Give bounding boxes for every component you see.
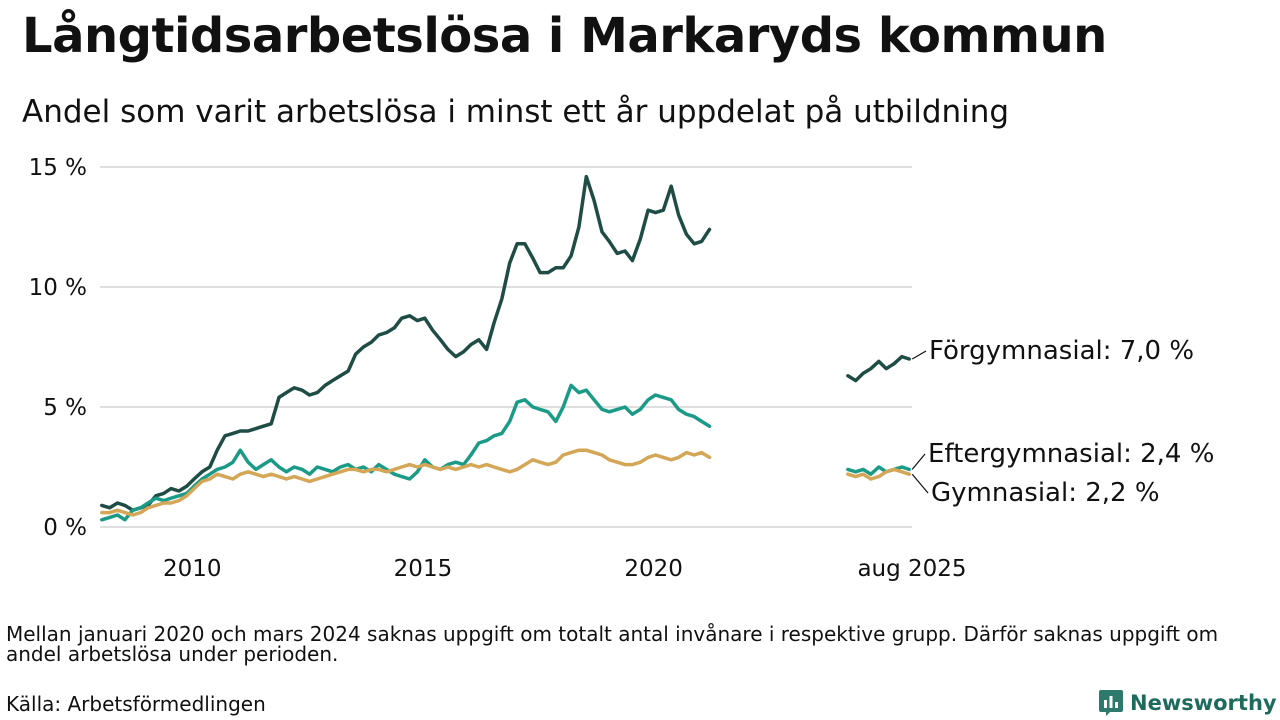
y-tick-label: 10 % xyxy=(29,275,87,301)
end-label-gymnasial: Gymnasial: 2,2 % xyxy=(931,478,1160,508)
end-label-leader-gymnasial xyxy=(911,473,929,494)
y-axis-tick-labels: 0 % 5 % 10 % 15 % xyxy=(29,155,87,541)
y-tick-label: 5 % xyxy=(43,395,87,421)
line-chart: 0 % 5 % 10 % 15 % 2010 2015 2020 aug 2025 Förg… xyxy=(29,155,1215,582)
series-line-gymnasial-segment-2 xyxy=(846,467,911,481)
x-axis-tick-labels: 2010 2015 2020 aug 2025 xyxy=(163,556,967,582)
x-tick-label: aug 2025 xyxy=(857,556,966,582)
gridlines xyxy=(100,166,912,528)
series-line-forgymnasial-segment-2 xyxy=(846,354,911,383)
brand-name: Newsworthy xyxy=(1130,691,1277,715)
brand-logo: Newsworthy xyxy=(1098,688,1277,718)
newsworthy-bar-chart-icon xyxy=(1099,690,1123,716)
end-label-eftergymnasial: Eftergymnasial: 2,4 % xyxy=(928,439,1214,469)
end-label-leader-forgymnasial xyxy=(911,350,927,360)
series-lines xyxy=(100,174,911,522)
series-line-gymnasial-segment-1 xyxy=(100,448,712,517)
y-tick-label: 15 % xyxy=(29,155,87,181)
x-tick-label: 2015 xyxy=(394,556,453,582)
series-line-eftergymnasial-segment-1 xyxy=(100,383,712,522)
chart-subtitle: Andel som varit arbetslösa i minst ett å… xyxy=(22,94,1010,130)
x-tick-label: 2020 xyxy=(624,556,683,582)
chart-title: Långtidsarbetslösa i Markaryds kommun xyxy=(22,8,1107,64)
series-end-labels: Förgymnasial: 7,0 % Eftergymnasial: 2,4 %… xyxy=(911,336,1214,508)
series-line-forgymnasial-segment-1 xyxy=(100,174,712,512)
end-label-leader-eftergymnasial xyxy=(911,453,926,470)
y-tick-label: 0 % xyxy=(43,515,87,541)
end-label-forgymnasial: Förgymnasial: 7,0 % xyxy=(929,336,1194,366)
series-line-eftergymnasial-segment-2 xyxy=(846,465,911,476)
footnote: Mellan januari 2020 och mars 2024 saknas… xyxy=(6,622,1219,666)
source-credit: Källa: Arbetsförmedlingen xyxy=(6,692,266,716)
x-tick-label: 2010 xyxy=(163,556,222,582)
